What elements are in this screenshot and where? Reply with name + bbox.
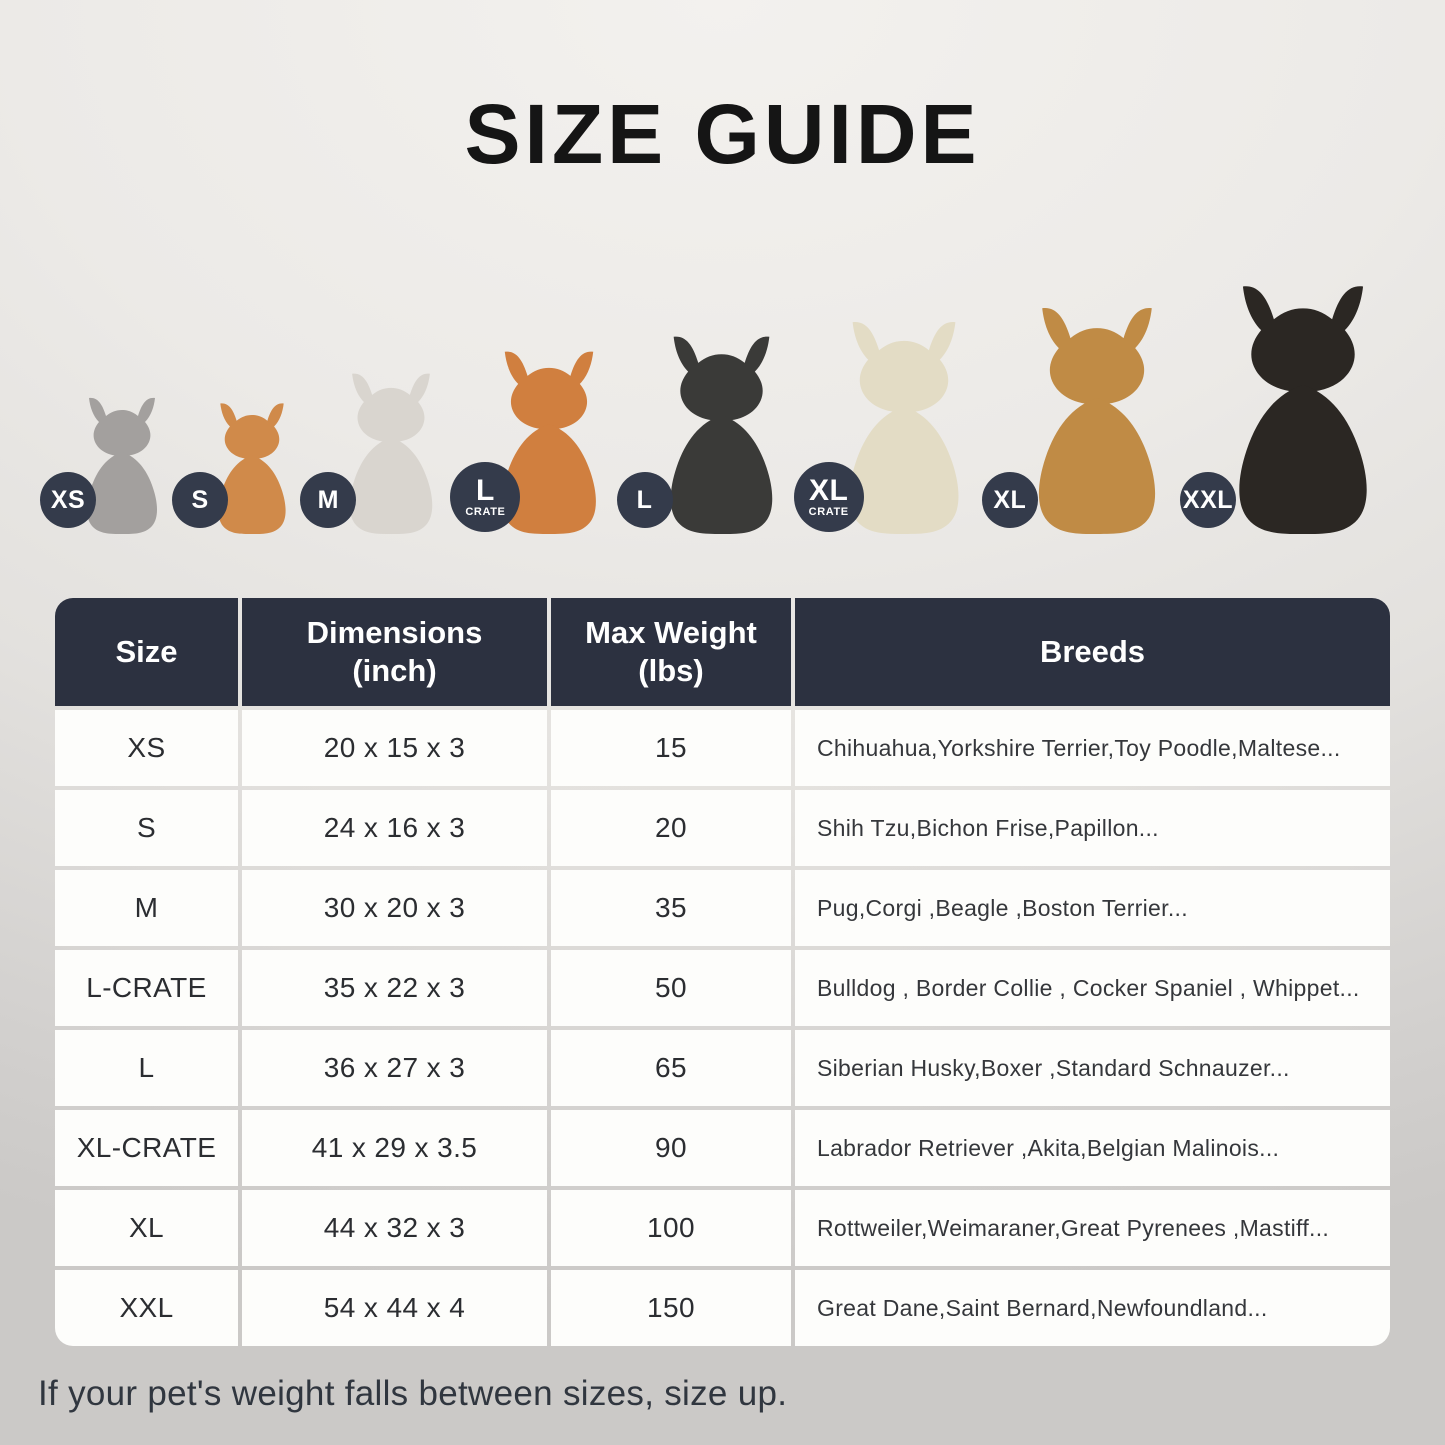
size-badge: XL CRATE (793, 462, 864, 532)
cat-photo (87, 397, 157, 534)
table-header-sublabel: (lbs) (638, 653, 704, 688)
cell-dimensions: 54 x 44 x 4 (242, 1270, 547, 1346)
size-badge: L CRATE (450, 462, 521, 532)
shiba-inu-figure: L CRATE (450, 346, 616, 534)
doberman-photo (1239, 286, 1367, 534)
cell-breeds: Chihuahua,Yorkshire Terrier,Toy Poodle,M… (795, 710, 1390, 786)
cell-size: L-CRATE (55, 950, 238, 1026)
pomeranian-photo (218, 403, 286, 534)
labrador-retriever-figure: XL CRATE (793, 316, 982, 534)
column-header-size: Size (55, 598, 238, 706)
size-badge: M (300, 472, 357, 528)
cell-size: XS (55, 710, 238, 786)
size-badge: XXL (1179, 472, 1236, 528)
cell-size: L (55, 1030, 238, 1106)
cat-figure: XS (40, 394, 172, 534)
cell-dimensions: 30 x 20 x 3 (242, 870, 547, 946)
cell-dimensions: 41 x 29 x 3.5 (242, 1110, 547, 1186)
size-badge-label: XL (809, 474, 849, 507)
size-badge: XL (981, 472, 1038, 528)
size-badge-label: M (317, 485, 339, 514)
labrador-retriever-photo (849, 322, 959, 534)
size-badge-label: L (476, 474, 495, 507)
cell-dimensions: 44 x 32 x 3 (242, 1190, 547, 1266)
column-header-breeds: Breeds (795, 598, 1390, 706)
size-badge-label: S (191, 485, 209, 514)
doberman-figure: XXL (1179, 279, 1394, 534)
french-bulldog-figure: M (300, 369, 450, 534)
cell-size: XL (55, 1190, 238, 1266)
cell-max-weight: 15 (551, 710, 791, 786)
pomeranian-figure: S (172, 399, 300, 534)
cell-size: XL-CRATE (55, 1110, 238, 1186)
cell-max-weight: 150 (551, 1270, 791, 1346)
cell-breeds: Pug,Corgi ,Beagle ,Boston Terrier... (795, 870, 1390, 946)
cell-breeds: Rottweiler,Weimaraner,Great Pyrenees ,Ma… (795, 1190, 1390, 1266)
size-guide-table: Size Dimensions (inch) Max Weight (lbs) … (55, 598, 1390, 1346)
golden-retriever-photo (1038, 308, 1155, 534)
table-header-sublabel: (inch) (352, 653, 437, 688)
cell-breeds: Labrador Retriever ,Akita,Belgian Malino… (795, 1110, 1390, 1186)
cell-size: S (55, 790, 238, 866)
cell-max-weight: 90 (551, 1110, 791, 1186)
french-bulldog-photo (350, 373, 433, 534)
size-badge-label: XL (993, 485, 1027, 514)
cell-dimensions: 24 x 16 x 3 (242, 790, 547, 866)
cell-max-weight: 20 (551, 790, 791, 866)
pets-row: XS S M L CRATE (40, 276, 1394, 534)
column-header-dimensions: Dimensions (inch) (242, 598, 547, 706)
size-badge: L (616, 472, 673, 528)
cell-max-weight: 50 (551, 950, 791, 1026)
cell-max-weight: 100 (551, 1190, 791, 1266)
size-badge: XS (40, 472, 96, 528)
size-badge-sublabel: CRATE (808, 506, 849, 518)
table-header-label: Size (115, 634, 178, 670)
cell-breeds: Bulldog , Border Collie , Cocker Spaniel… (795, 950, 1390, 1026)
size-badge-sublabel: CRATE (465, 506, 506, 518)
size-badge-label: XS (50, 485, 86, 514)
cell-size: M (55, 870, 238, 946)
cell-size: XXL (55, 1270, 238, 1346)
border-collie-photo (670, 336, 772, 534)
size-badge: S (172, 472, 229, 528)
golden-retriever-figure: XL (981, 301, 1180, 534)
page-title: SIZE GUIDE (464, 87, 981, 181)
size-badge-label: L (636, 485, 653, 514)
table-header-label: Max Weight (585, 615, 757, 651)
table-header-label: Breeds (1039, 634, 1146, 670)
footer-note: If your pet's weight falls between sizes… (38, 1374, 788, 1413)
cell-breeds: Siberian Husky,Boxer ,Standard Schnauzer… (795, 1030, 1390, 1106)
cell-dimensions: 36 x 27 x 3 (242, 1030, 547, 1106)
column-header-max-weight: Max Weight (lbs) (551, 598, 791, 706)
cell-dimensions: 20 x 15 x 3 (242, 710, 547, 786)
cell-dimensions: 35 x 22 x 3 (242, 950, 547, 1026)
border-collie-figure: L (616, 331, 794, 534)
cell-breeds: Great Dane,Saint Bernard,Newfoundland... (795, 1270, 1390, 1346)
cell-max-weight: 35 (551, 870, 791, 946)
size-badge-label: XXL (1182, 485, 1234, 514)
table-header-label: Dimensions (306, 615, 483, 651)
cell-max-weight: 65 (551, 1030, 791, 1106)
cell-breeds: Shih Tzu,Bichon Frise,Papillon... (795, 790, 1390, 866)
shiba-inu-photo (502, 351, 597, 534)
